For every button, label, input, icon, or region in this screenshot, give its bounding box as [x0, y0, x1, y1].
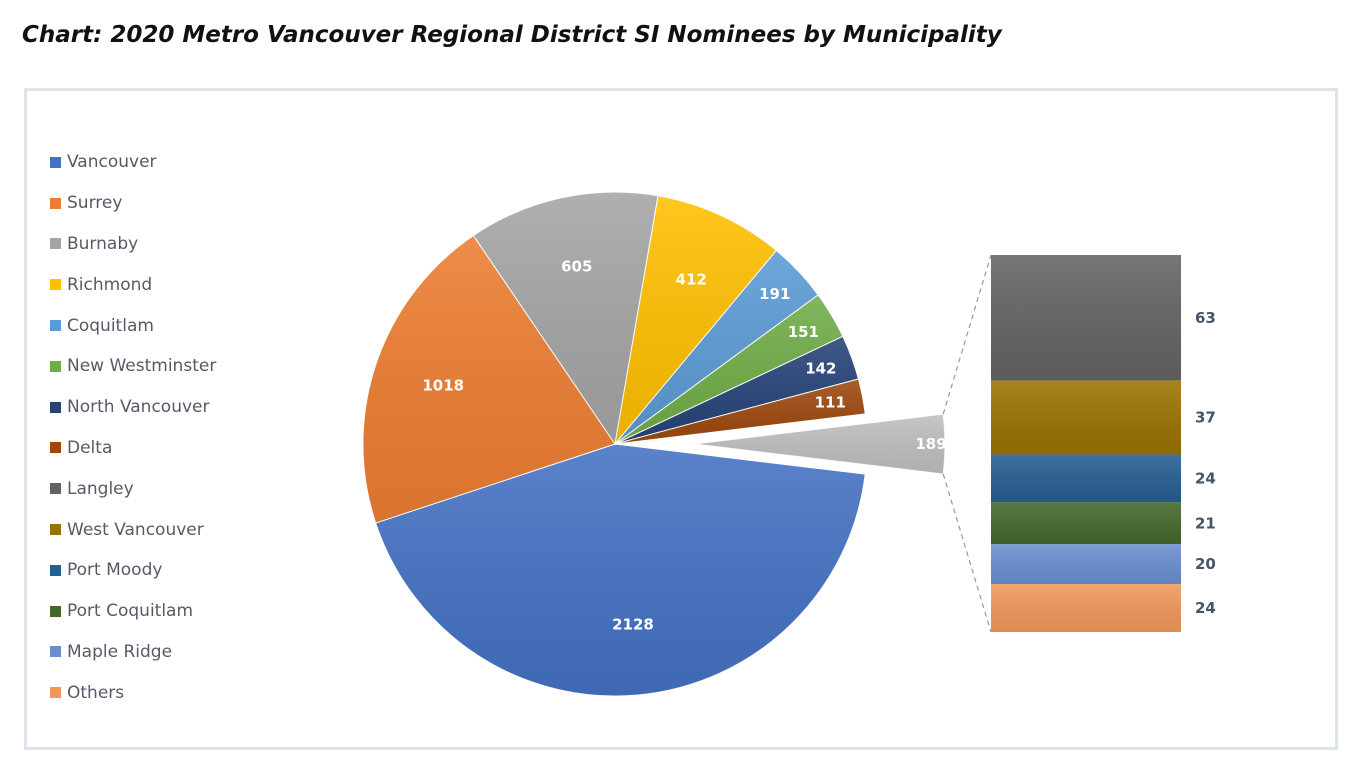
legend-label: Coquitlam [67, 315, 154, 336]
legend-swatch [50, 605, 61, 617]
legend-swatch [50, 646, 61, 658]
legend-swatch [50, 483, 61, 495]
pie-slice-shade [615, 195, 777, 444]
pie-slice-shade [362, 235, 615, 523]
legend-label: Port Coquitlam [67, 601, 194, 622]
legend-label: North Vancouver [67, 397, 210, 418]
slice-label-vancouver: 2128 [612, 616, 654, 634]
bar-segment-shade [991, 454, 1181, 503]
legend-item-others: Others [50, 672, 216, 713]
bar-label-others: 24 [1195, 599, 1216, 617]
pie: 2128 1018 605 412 191 151 142 111 189 [362, 191, 947, 697]
legend-swatch [50, 156, 61, 168]
bar-label-maple-ridge: 20 [1195, 555, 1216, 573]
legend-label: Vancouver [67, 152, 157, 173]
pie-slice-shade [375, 444, 866, 696]
legend-item-port-coquitlam: Port Coquitlam [50, 591, 216, 632]
slice-label-north-vancouver: 142 [805, 360, 836, 378]
legend-item-burnaby: Burnaby [50, 224, 216, 265]
pie-slice-shade [615, 250, 819, 444]
legend-swatch [50, 687, 61, 699]
slice-label-aggregate: 189 [915, 435, 946, 453]
bar-segment-shade [991, 255, 1181, 381]
legend-item-north-vancouver: North Vancouver [50, 387, 216, 428]
pie-slice-shade [615, 378, 866, 444]
legend-item-west-vancouver: West Vancouver [50, 509, 216, 550]
legend-item-port-moody: Port Moody [50, 550, 216, 591]
slice-label-delta: 111 [815, 393, 846, 411]
legend-swatch [50, 401, 61, 413]
pie-slice-shade [615, 294, 843, 444]
legend-swatch [50, 279, 61, 291]
slice-label-coquitlam: 191 [759, 285, 790, 303]
legend-swatch [50, 320, 61, 332]
slice-label-new-westminster: 151 [788, 323, 819, 341]
legend-swatch [50, 442, 61, 454]
legend-label: Port Moody [67, 560, 163, 581]
bar-segment-shade [991, 380, 1181, 455]
legend-label: Maple Ridge [67, 641, 173, 662]
slice-label-richmond: 412 [676, 270, 707, 288]
connector-top [942, 254, 992, 415]
legend-swatch [50, 238, 61, 250]
bar-label-west-vancouver: 37 [1195, 409, 1216, 427]
legend-swatch [50, 360, 61, 372]
bar-label-langley: 63 [1195, 309, 1216, 327]
connector-bottom [942, 473, 992, 633]
legend-item-richmond: Richmond [50, 264, 216, 305]
bar-segment-shade [991, 502, 1181, 545]
connector-lines [942, 254, 992, 633]
stacked-bar: 63 37 24 21 20 24 [991, 255, 1216, 632]
legend-item-langley: Langley [50, 468, 216, 509]
bar-segment-shade [991, 584, 1181, 632]
legend-label: Others [67, 682, 125, 703]
slice-label-surrey: 1018 [422, 377, 464, 395]
legend-item-coquitlam: Coquitlam [50, 305, 216, 346]
legend-item-delta: Delta [50, 428, 216, 469]
legend-label: Surrey [67, 193, 123, 214]
bar-label-port-moody: 24 [1195, 469, 1216, 487]
legend-label: Langley [67, 478, 134, 499]
legend-item-new-westminster: New Westminster [50, 346, 216, 387]
legend-swatch [50, 524, 61, 536]
slice-label-burnaby: 605 [561, 258, 592, 276]
legend-item-surrey: Surrey [50, 183, 216, 224]
bar-label-port-coquitlam: 21 [1195, 514, 1216, 532]
page-title: Chart: 2020 Metro Vancouver Regional Dis… [22, 22, 1002, 48]
legend-label: Delta [67, 437, 113, 458]
legend-label: West Vancouver [67, 519, 204, 540]
bar-segment-shade [991, 544, 1181, 585]
legend-item-vancouver: Vancouver [50, 142, 216, 183]
legend-label: Richmond [67, 274, 153, 295]
pie-slice-shade [695, 414, 945, 474]
legend-label: Burnaby [67, 233, 139, 254]
legend-label: New Westminster [67, 356, 217, 377]
pie-slice-shade [473, 192, 659, 444]
legend-swatch [50, 197, 61, 209]
legend-swatch [50, 564, 61, 576]
legend-item-maple-ridge: Maple Ridge [50, 632, 216, 673]
chart-legend: Vancouver Surrey Burnaby Richmond Coquitlam N… [50, 142, 216, 713]
pie-slice-shade [615, 336, 859, 444]
